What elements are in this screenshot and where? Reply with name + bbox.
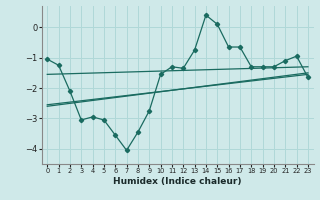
X-axis label: Humidex (Indice chaleur): Humidex (Indice chaleur) xyxy=(113,177,242,186)
